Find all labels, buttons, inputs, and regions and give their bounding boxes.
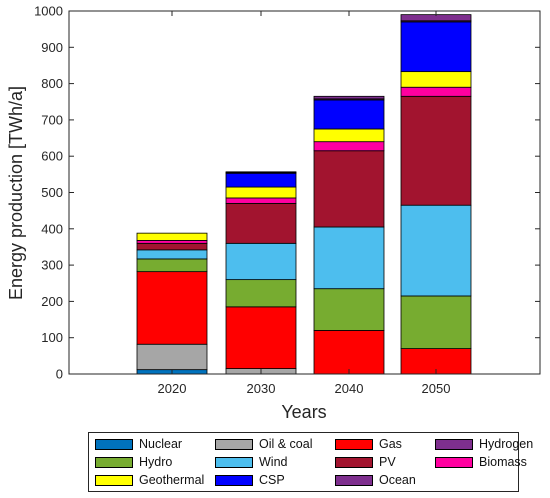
y-tick-label: 400 <box>41 221 63 236</box>
legend-swatch-oil-coal <box>215 438 253 450</box>
bar-segment-wind-2050 <box>400 204 472 297</box>
legend-item-pv: PV <box>335 454 396 470</box>
bar-segment-ocean-2040 <box>313 95 385 100</box>
legend-swatch-nuclear <box>95 438 133 450</box>
bar-segment-hydro-2030 <box>225 279 297 308</box>
y-tick-label: 900 <box>41 40 63 55</box>
legend-item-wind: Wind <box>215 454 287 470</box>
legend-item-nuclear: Nuclear <box>95 436 182 452</box>
legend-label-ocean: Ocean <box>379 473 416 487</box>
legend-swatch-ocean <box>335 474 373 486</box>
bar-segment-biomass-2050 <box>400 86 472 97</box>
legend-item-hydro: Hydro <box>95 454 172 470</box>
y-axis-title: Energy production [TWh/a] <box>6 86 26 300</box>
legend-item-ocean: Ocean <box>335 472 416 488</box>
x-tick-label: 2040 <box>335 381 364 396</box>
y-tick-label: 300 <box>41 258 63 273</box>
bar-segment-hydro-2020 <box>136 258 208 273</box>
legend-item-hydrogen: Hydrogen <box>435 436 533 452</box>
y-tick-label: 600 <box>41 149 63 164</box>
legend: Nuclear Oil & coal Gas Hydrogen Hydro Wind PV B… <box>88 432 533 492</box>
legend-swatch-csp <box>215 474 253 486</box>
bar-segment-biomass-2020 <box>136 240 208 244</box>
bar-segment-hydro-2050 <box>400 295 472 349</box>
legend-item-csp: CSP <box>215 472 285 488</box>
legend-swatch-biomass <box>435 456 473 468</box>
bar-segment-pv-2020 <box>136 242 208 251</box>
y-tick-label: 100 <box>41 330 63 345</box>
bar-segment-pv-2030 <box>225 202 297 244</box>
x-tick-label: 2020 <box>158 381 187 396</box>
bar-segment-geothermal-2050 <box>400 71 472 88</box>
bar-segment-geothermal-2020 <box>136 232 208 241</box>
bar-segment-ocean-2030 <box>225 171 297 173</box>
y-tick-label: 1000 <box>34 4 63 19</box>
bar-segment-pv-2050 <box>400 95 472 206</box>
x-axis-ticks: 2020 2030 2040 2050 <box>158 11 451 396</box>
bar-segment-wind-2020 <box>136 249 208 260</box>
bar-segment-csp-2030 <box>225 172 297 188</box>
x-tick-label: 2030 <box>247 381 276 396</box>
y-tick-label: 0 <box>56 367 63 382</box>
y-tick-label: 200 <box>41 294 63 309</box>
stacked-bar-chart: 0 100 200 300 400 500 600 700 800 900 1000 2020 203… <box>6 4 541 422</box>
bar-segment-geothermal-2030 <box>225 186 297 199</box>
legend-label-geothermal: Geothermal <box>139 473 205 487</box>
legend-label-pv: PV <box>379 455 396 469</box>
bar-segment-biomass-2040 <box>313 141 385 152</box>
legend-swatch-hydro <box>95 456 133 468</box>
bar-segment-csp-2050 <box>400 21 472 73</box>
bar-segment-wind-2030 <box>225 242 297 281</box>
bar-segment-hydro-2040 <box>313 288 385 331</box>
y-tick-label: 700 <box>41 112 63 127</box>
bar-segment-wind-2040 <box>313 226 385 290</box>
legend-swatch-geothermal <box>95 474 133 486</box>
y-tick-label: 800 <box>41 76 63 91</box>
legend-swatch-gas <box>335 438 373 450</box>
legend-label-gas: Gas <box>379 437 402 451</box>
legend-label-wind: Wind <box>259 455 288 469</box>
legend-item-geothermal: Geothermal <box>95 472 204 488</box>
legend-label-nuclear: Nuclear <box>139 437 183 451</box>
legend-swatch-pv <box>335 456 373 468</box>
legend-label-biomass: Biomass <box>479 455 527 469</box>
legend-label-hydrogen: Hydrogen <box>479 437 534 451</box>
bar-segment-gas-2020 <box>136 271 208 345</box>
bar-segment-biomass-2030 <box>225 197 297 204</box>
bar-segment-gas-2040 <box>313 330 385 375</box>
bars-group <box>136 14 472 375</box>
bar-segment-oil-coal-2020 <box>136 343 208 371</box>
y-tick-label: 500 <box>41 185 63 200</box>
legend-swatch-hydrogen <box>435 438 473 450</box>
legend-label-csp: CSP <box>259 473 285 487</box>
bar-segment-geothermal-2040 <box>313 128 385 143</box>
bar-segment-pv-2040 <box>313 150 385 228</box>
x-tick-label: 2050 <box>422 381 451 396</box>
bar-segment-csp-2040 <box>313 99 385 130</box>
legend-item-oil-coal: Oil & coal <box>215 436 313 452</box>
legend-swatch-wind <box>215 456 253 468</box>
legend-item-gas: Gas <box>335 436 402 452</box>
legend-label-oil-coal: Oil & coal <box>259 437 313 451</box>
y-axis-ticks: 0 100 200 300 400 500 600 700 800 900 1000 <box>34 4 540 382</box>
x-axis-title: Years <box>281 402 326 422</box>
legend-label-hydro: Hydro <box>139 455 173 469</box>
legend-item-biomass: Biomass <box>435 454 527 470</box>
bar-segment-gas-2030 <box>225 306 297 369</box>
